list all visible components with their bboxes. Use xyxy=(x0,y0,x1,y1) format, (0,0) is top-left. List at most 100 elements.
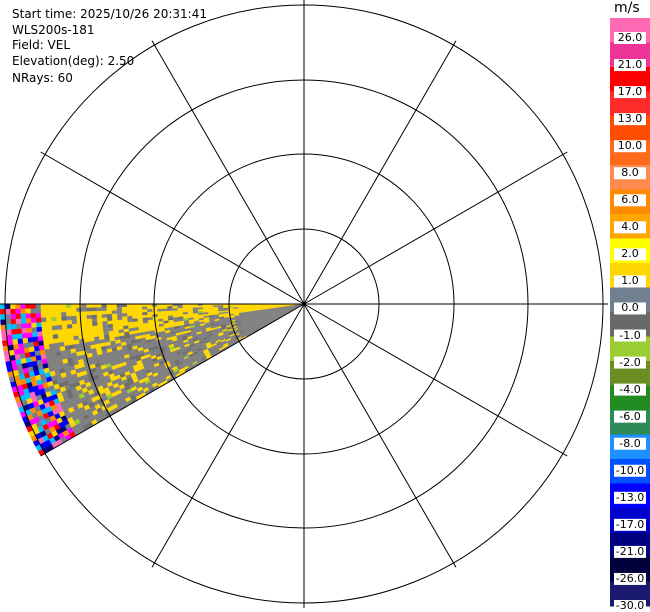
sector-gate xyxy=(71,304,76,308)
sector-gate xyxy=(23,343,29,349)
sector-gate xyxy=(92,322,97,326)
sector-gate xyxy=(117,314,122,318)
azimuth-spoke xyxy=(304,304,567,456)
sector-gate xyxy=(21,323,26,328)
sector-gate xyxy=(82,323,87,327)
sector-gate xyxy=(193,306,198,308)
sector-gate xyxy=(147,312,152,315)
sector-gate xyxy=(35,304,40,309)
sector-gate xyxy=(32,332,38,337)
sector-gate xyxy=(147,307,152,310)
sector-gate xyxy=(122,313,127,316)
sector-gate xyxy=(51,321,56,326)
sector-gate xyxy=(36,313,41,318)
sector-gate xyxy=(41,318,46,323)
sector-gate xyxy=(107,314,112,318)
sector-gate xyxy=(0,314,5,319)
sector-gate xyxy=(52,326,57,331)
sector-gate xyxy=(26,323,31,328)
sector-gate xyxy=(26,318,31,323)
sector-gate xyxy=(5,309,10,314)
sector-gate xyxy=(122,310,127,313)
sector-gate xyxy=(11,329,17,335)
sector-gate xyxy=(51,308,56,313)
azimuth-spoke xyxy=(304,304,456,567)
sector-gate xyxy=(72,320,77,324)
sector-gate xyxy=(51,313,56,318)
sector-gate xyxy=(167,309,172,312)
field-label: Field: VEL xyxy=(12,38,70,52)
sector-gate xyxy=(61,308,66,312)
sector-gate xyxy=(122,316,127,320)
sector-gate xyxy=(61,304,66,308)
sector-gate xyxy=(97,315,102,319)
sector-gate xyxy=(61,321,66,326)
sector-gate xyxy=(96,311,101,315)
sector-gate xyxy=(72,328,77,333)
sector-gate xyxy=(5,319,10,324)
sector-gate xyxy=(66,308,71,312)
sector-gate xyxy=(16,329,22,334)
sector-gate xyxy=(162,309,167,312)
sector-gate xyxy=(11,319,16,324)
sector-gate xyxy=(87,323,92,327)
instrument-label: WLS200s-181 xyxy=(12,23,95,37)
sector-gate xyxy=(16,324,21,329)
sector-gate xyxy=(91,308,96,312)
sector-gate xyxy=(62,325,67,330)
sector-gate xyxy=(17,339,23,345)
sector-gate xyxy=(106,307,111,311)
sector-gate xyxy=(57,329,63,334)
sector-gate xyxy=(46,304,51,309)
sector-gate xyxy=(107,317,112,321)
sector-gate xyxy=(91,311,96,315)
sector-gate xyxy=(177,306,182,308)
sector-gate xyxy=(41,322,46,327)
sector-gate xyxy=(137,312,142,315)
sector-gate xyxy=(51,317,56,322)
sector-gate xyxy=(25,309,30,314)
sector-gate xyxy=(20,309,25,314)
sector-gate xyxy=(81,315,86,319)
sector-gate xyxy=(71,316,76,320)
sector-gate xyxy=(61,316,66,321)
sector-gate xyxy=(61,312,66,316)
sector-gate xyxy=(62,329,68,334)
sector-gate xyxy=(102,314,107,318)
colorbar-tick-label: -17.0 xyxy=(612,518,648,531)
sector-gate xyxy=(47,330,53,335)
sector-gate xyxy=(122,307,127,310)
sector-gate xyxy=(31,318,36,323)
sector-gate xyxy=(152,307,157,310)
sector-gate xyxy=(5,314,10,319)
azimuth-spoke xyxy=(152,41,304,304)
sector-gate xyxy=(13,344,19,350)
sector-gate xyxy=(101,304,106,308)
sector-gate xyxy=(187,306,192,308)
sector-gate xyxy=(31,327,36,332)
sector-gate xyxy=(127,307,132,310)
sector-gate xyxy=(6,324,11,330)
sector-gate xyxy=(82,319,87,323)
sector-gate xyxy=(71,308,76,312)
sector-gate xyxy=(102,318,107,322)
sector-gate xyxy=(42,335,48,340)
sector-gate xyxy=(167,306,172,308)
sector-gate xyxy=(81,308,86,312)
sector-gate xyxy=(37,336,43,341)
colorbar-tick-label: -26.0 xyxy=(612,572,648,585)
sector-gate xyxy=(10,314,15,319)
colorbar-tick-label: -2.0 xyxy=(612,356,648,369)
sector-gate xyxy=(182,306,187,308)
sector-gate xyxy=(127,310,132,313)
sector-gate xyxy=(41,313,46,318)
sector-gate xyxy=(67,328,72,333)
colorbar-tick-label: -8.0 xyxy=(612,437,648,450)
sector-gate xyxy=(21,328,27,333)
sector-gate xyxy=(117,307,122,310)
sector-gate xyxy=(37,332,43,337)
sector-gate xyxy=(22,333,28,338)
sector-gate xyxy=(172,306,177,308)
sector-gate xyxy=(56,317,61,322)
sector-gate xyxy=(66,304,71,308)
